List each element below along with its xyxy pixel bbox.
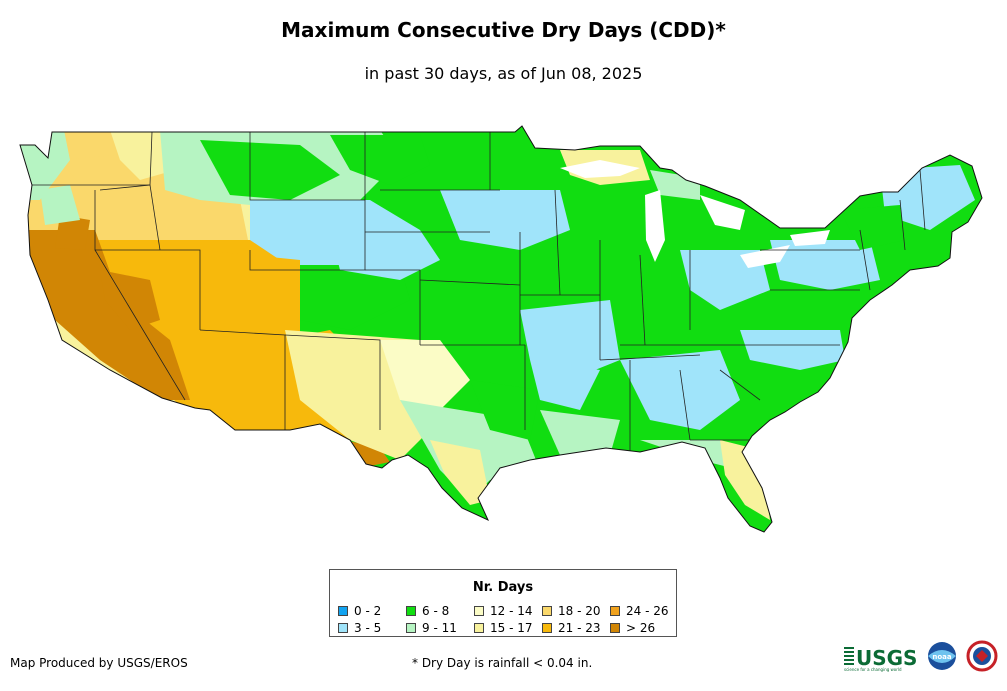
legend-swatch (474, 605, 484, 616)
legend-item: 6 - 8 (406, 602, 474, 619)
legend-item: 3 - 5 (338, 619, 406, 636)
nws-logo (966, 640, 998, 672)
legend-swatch (610, 622, 620, 633)
svg-text:USGS: USGS (856, 646, 917, 670)
credit-text: Map Produced by USGS/EROS (10, 656, 188, 670)
legend-swatch (338, 622, 348, 633)
map-subtitle: in past 30 days, as of Jun 08, 2025 (364, 64, 643, 83)
legend-swatch (542, 605, 552, 616)
map-title: Maximum Consecutive Dry Days (CDD)* (281, 18, 726, 42)
cdd-map (19, 125, 983, 533)
svg-text:science for a changing world: science for a changing world (844, 667, 902, 672)
legend-swatch (338, 605, 348, 616)
legend-item: 9 - 11 (406, 619, 474, 636)
legend: Nr. Days 0 - 2 3 - 5 6 - 8 9 - 11 12 - 1… (329, 569, 677, 637)
legend-grid: 0 - 2 3 - 5 6 - 8 9 - 11 12 - 14 15 - 17… (338, 602, 674, 636)
legend-title: Nr. Days (472, 580, 534, 595)
legend-item: 12 - 14 (474, 602, 542, 619)
legend-swatch (406, 622, 416, 633)
legend-item: 21 - 23 (542, 619, 610, 636)
legend-swatch (406, 605, 416, 616)
noaa-logo: noaa (928, 642, 956, 670)
footnote-text: * Dry Day is rainfall < 0.04 in. (412, 656, 593, 670)
legend-swatch (542, 622, 552, 633)
legend-item: 0 - 2 (338, 602, 406, 619)
legend-item: 18 - 20 (542, 602, 610, 619)
legend-swatch (474, 622, 484, 633)
legend-item: 24 - 26 (610, 602, 674, 619)
legend-item: 15 - 17 (474, 619, 542, 636)
legend-item: > 26 (610, 619, 674, 636)
usgs-logo: USGS science for a changing world (844, 646, 917, 672)
agency-logos: USGS science for a changing world noaa (844, 640, 998, 672)
legend-swatch (610, 605, 620, 616)
svg-text:noaa: noaa (932, 653, 952, 661)
